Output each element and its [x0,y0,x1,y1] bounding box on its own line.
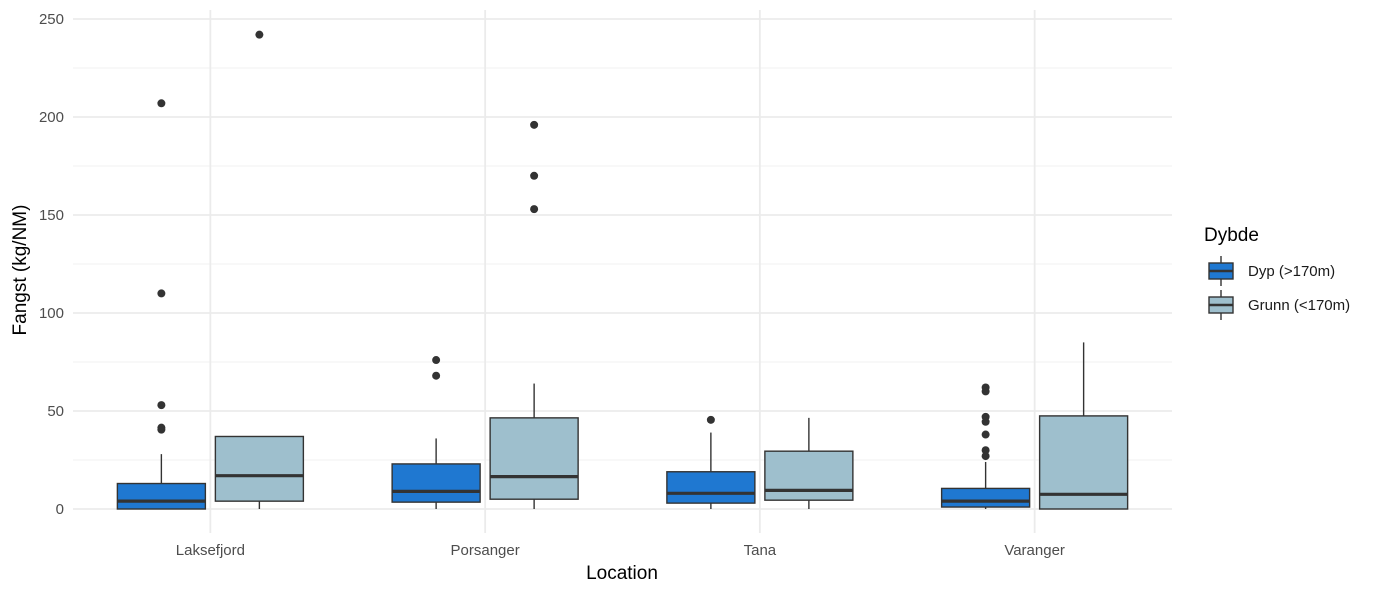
outlier-point [255,30,264,39]
outlier-point [981,412,990,421]
box-group [666,415,756,509]
legend-keys: Dyp (>170m) Grunn (<170m) [1208,256,1350,320]
outlier-point [157,99,166,108]
box-group [1038,342,1129,510]
x-tick-label: Porsanger [451,542,520,559]
outlier-point [981,452,990,461]
y-tick-label: 200 [39,109,64,126]
y-tick-label: 250 [39,11,64,28]
x-axis-title: Location [586,563,658,584]
grid-layer [73,10,1172,533]
x-tick-label: Laksefjord [176,542,245,559]
box-iqr [391,463,481,503]
outlier-point [530,171,539,180]
x-tick-label: Tana [744,542,777,559]
box-group [391,356,481,509]
box-layer [116,30,1129,510]
legend: Dybde Dyp (>170m) Grunn (<170m) [1204,225,1350,320]
y-tick-label: 0 [56,501,64,518]
outlier-point [706,415,715,424]
legend-key: Dyp (>170m) [1208,256,1335,286]
y-tick-label: 100 [39,305,64,322]
box-iqr [666,471,756,504]
outlier-point [530,205,539,214]
legend-label: Grunn (<170m) [1248,297,1350,314]
outlier-point [981,446,990,455]
legend-label: Dyp (>170m) [1248,263,1335,280]
box-iqr [764,450,854,501]
box-iqr [489,417,579,500]
x-tick-label: Varanger [1004,542,1065,559]
outlier-point [157,289,166,298]
y-tick-labels: 0 50 100 150 200 250 [39,11,64,518]
y-tick-label: 150 [39,207,64,224]
outlier-point [432,371,441,380]
outlier-point [432,356,441,365]
x-tick-labels: Laksefjord Porsanger Tana Varanger [176,542,1065,559]
y-tick-label: 50 [47,403,64,420]
box-iqr [214,435,305,502]
box-group [116,99,207,510]
legend-key: Grunn (<170m) [1208,290,1350,320]
outlier-point [157,401,166,410]
outlier-point [981,383,990,392]
box-group [489,120,579,509]
box-iqr [116,482,207,510]
outlier-point [981,430,990,439]
box-iqr [940,487,1031,508]
box-group [940,383,1031,509]
outlier-point [157,423,166,432]
outlier-point [530,120,539,129]
legend-title: Dybde [1204,225,1259,246]
y-axis-title: Fangst (kg/NM) [10,205,31,336]
box-group [764,417,854,509]
box-group [214,30,305,509]
